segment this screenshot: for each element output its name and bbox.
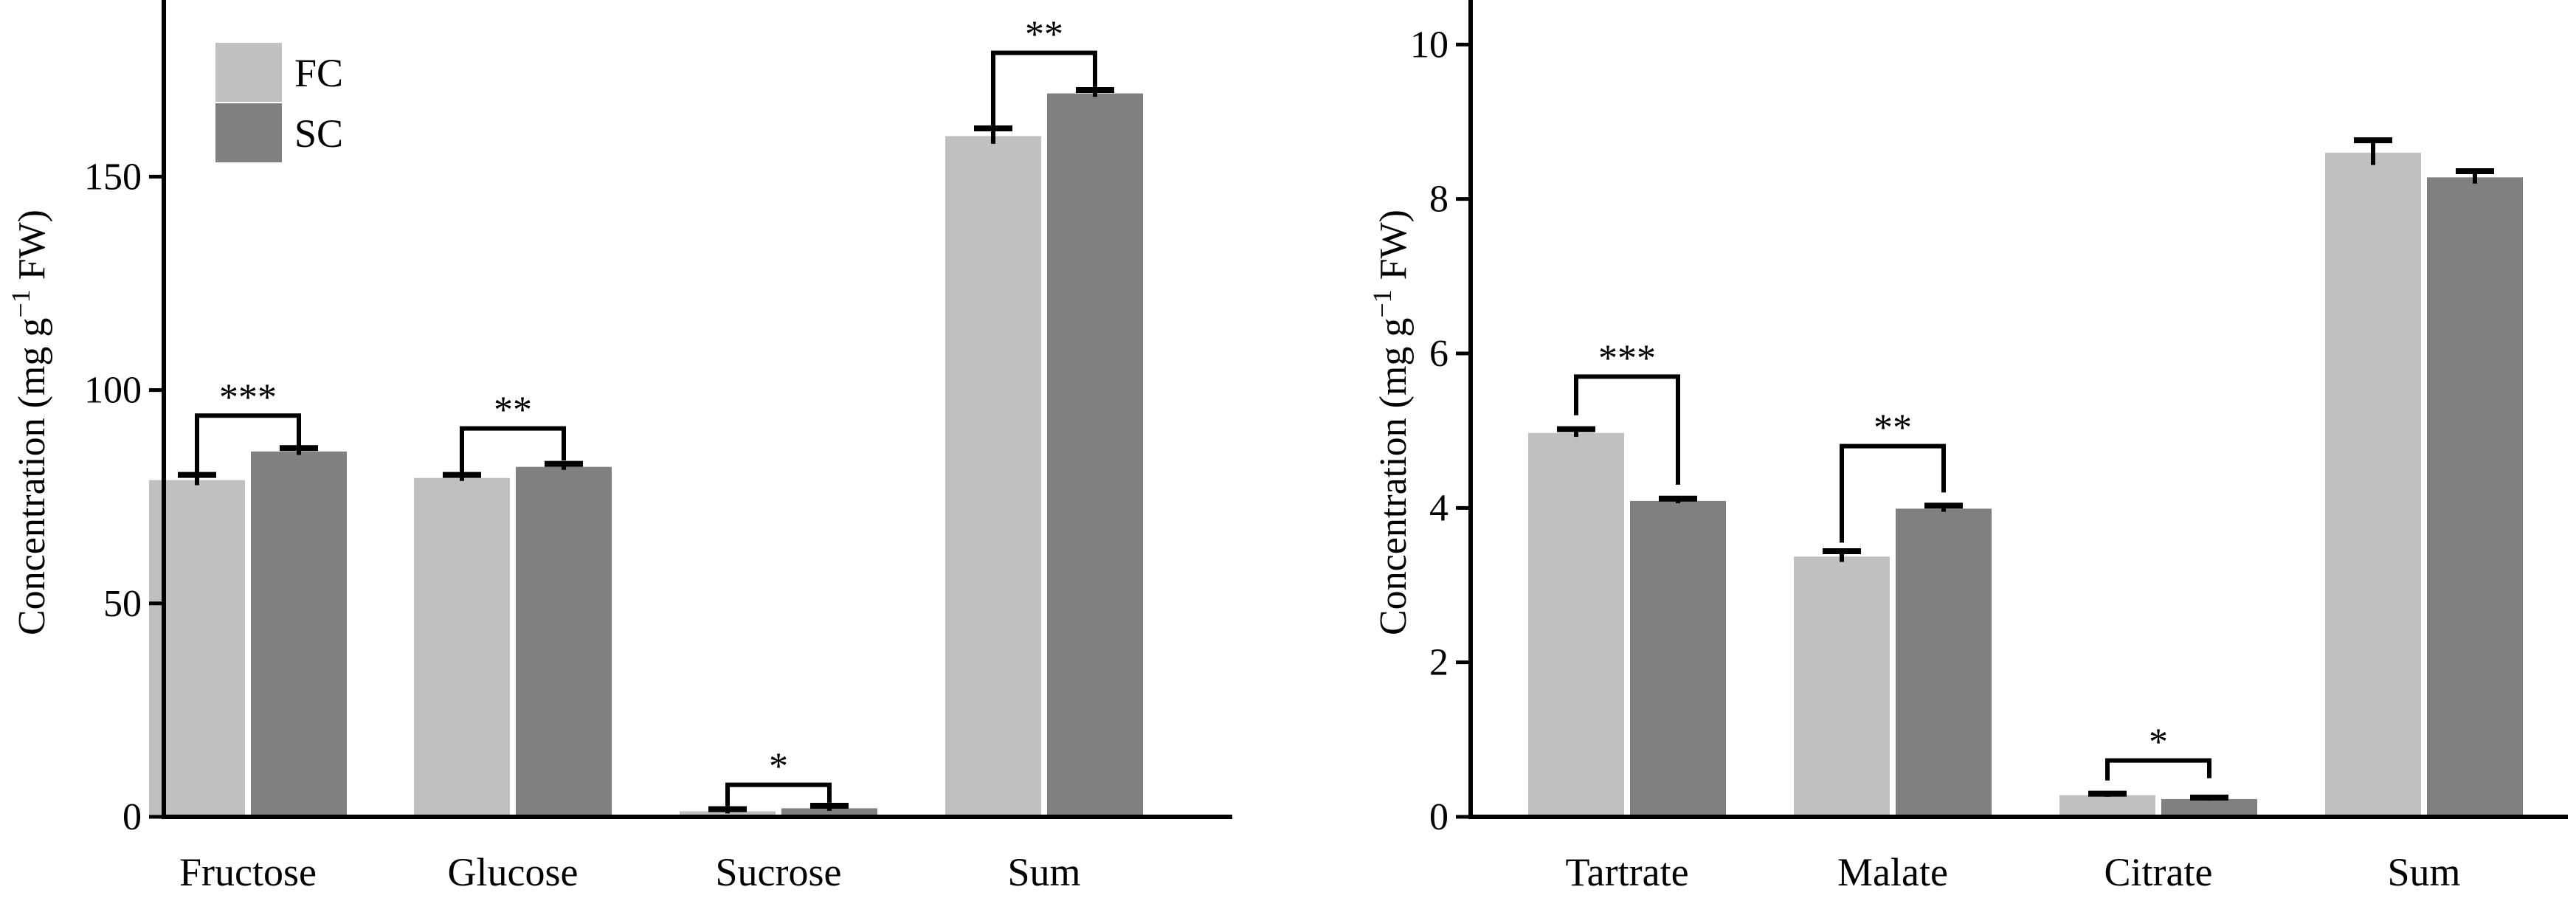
bar-sc-sum	[2427, 177, 2523, 818]
y-tick-label: 8	[1429, 179, 1448, 221]
bar-fc-sum	[945, 136, 1041, 817]
bar-fc-sucrose	[680, 811, 776, 817]
significance-bracket-sucrose	[725, 782, 832, 807]
legend-label-sc: SC	[294, 111, 343, 156]
significance-label-malate: **	[1874, 407, 1912, 449]
bar-sc-sucrose	[781, 808, 877, 817]
y-tick-label: 4	[1429, 487, 1448, 529]
x-tick-label-sum: Sum	[2387, 850, 2460, 894]
significance-label-sucrose: *	[769, 746, 788, 788]
y-tick-label: 2	[1429, 642, 1448, 684]
y-tick-label: 150	[84, 156, 142, 198]
significance-label-tartrate: ***	[1598, 337, 1656, 379]
bar-fc-sum	[2325, 152, 2421, 817]
bar-sc-tartrate	[1630, 500, 1726, 817]
x-tick-label-fructose: Fructose	[179, 850, 317, 894]
bar-sc-citrate	[2161, 798, 2257, 817]
y-tick-label: 50	[103, 583, 142, 625]
y-axis-title-tail: FW)	[11, 210, 53, 289]
legend-label-fc: FC	[294, 51, 343, 95]
significance-bracket-tartrate	[1574, 374, 1680, 485]
right-panel-acids: Tartrate Malate Citrate Sum******0246810Con…	[1367, 0, 2568, 894]
y-tick-label: 0	[122, 796, 142, 838]
significance-bracket-glucose	[460, 426, 566, 473]
bar-fc-malate	[1794, 556, 1890, 817]
x-tick-label-malate: Malate	[1837, 850, 1948, 894]
bar-fc-tartrate	[1528, 432, 1624, 817]
x-tick-label-citrate: Citrate	[2104, 850, 2213, 894]
legend-swatch-sc	[215, 103, 282, 162]
bar-fc-citrate	[2059, 795, 2155, 817]
significance-label-glucose: **	[494, 390, 532, 432]
significance-label-citrate: *	[2149, 722, 2168, 764]
significance-bracket-fructose	[195, 413, 301, 474]
x-tick-label-glucose: Glucose	[448, 850, 579, 894]
bar-sc-glucose	[516, 466, 612, 817]
y-axis-title-main: Concentration (mg g	[11, 318, 53, 635]
y-axis-title-superscript: −1	[6, 289, 35, 317]
y-axis-title: Concentration (mg g−1 FW)	[1367, 210, 1415, 635]
legend-swatch-fc	[215, 43, 282, 102]
y-axis-title-superscript: −1	[1367, 289, 1397, 317]
bar-fc-glucose	[414, 477, 510, 817]
x-tick-label-sum: Sum	[1007, 850, 1080, 894]
bar-sc-fructose	[251, 451, 347, 817]
y-tick-label: 100	[84, 370, 142, 412]
significance-bracket-malate	[1840, 443, 1946, 543]
significance-label-sum: **	[1025, 14, 1063, 56]
bar-sc-malate	[1896, 508, 1992, 817]
y-axis-title-main: Concentration (mg g	[1372, 318, 1415, 635]
significance-label-fructose: ***	[219, 376, 277, 418]
significance-bracket-sum	[991, 50, 1097, 125]
y-axis-title: Concentration (mg g−1 FW)	[6, 210, 53, 635]
x-tick-label-tartrate: Tartrate	[1565, 850, 1688, 894]
y-axis-title-tail: FW)	[1372, 210, 1415, 289]
left-panel-sugars: Fructose Glucose Sucrose Sum*** *****0501001…	[6, 0, 1232, 894]
y-tick-label: 10	[1410, 24, 1448, 66]
x-tick-label-sucrose: Sucrose	[716, 850, 842, 894]
y-tick-label: 6	[1429, 333, 1448, 375]
bar-sc-sum	[1047, 93, 1143, 818]
significance-bracket-citrate	[2105, 758, 2211, 781]
y-tick-label: 0	[1429, 796, 1448, 838]
